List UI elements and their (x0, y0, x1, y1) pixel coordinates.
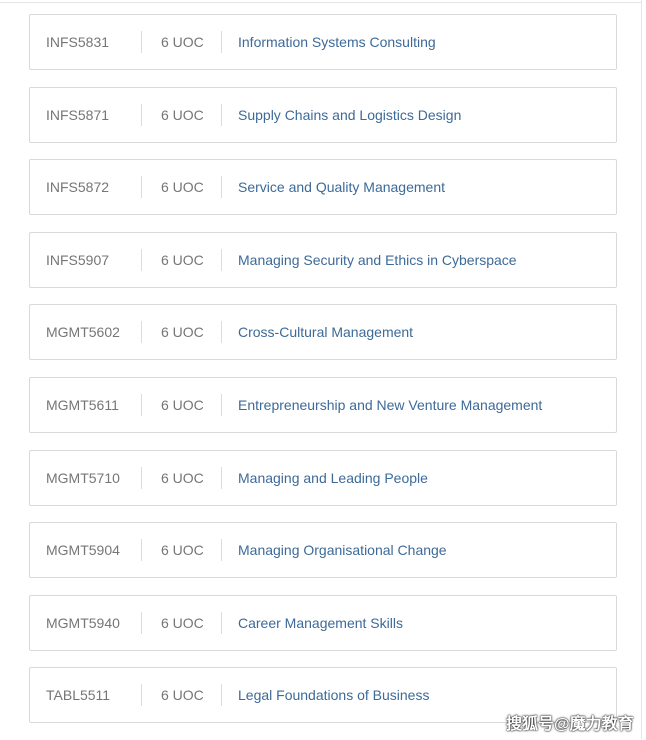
course-uoc: 6 UOC (161, 106, 204, 123)
course-card[interactable]: MGMT5710 6 UOC Managing and Leading Peop… (29, 449, 617, 506)
course-code: INFS5907 (46, 251, 110, 268)
divider (221, 321, 222, 344)
divider (221, 103, 222, 126)
course-title-link[interactable]: Managing Security and Ethics in Cyberspa… (238, 251, 517, 268)
course-code: MGMT5602 (46, 324, 120, 341)
course-code: TABL5511 (46, 687, 111, 704)
course-card[interactable]: INFS5907 6 UOC Managing Security and Eth… (29, 231, 617, 288)
course-title-link[interactable]: Cross-Cultural Management (238, 324, 414, 341)
course-uoc: 6 UOC (161, 324, 204, 341)
course-card[interactable]: MGMT5904 6 UOC Managing Organisational C… (29, 522, 617, 579)
right-divider (641, 0, 642, 739)
course-title-link[interactable]: Managing Organisational Change (238, 542, 447, 559)
course-uoc: 6 UOC (161, 614, 204, 631)
divider (221, 466, 222, 489)
watermark: 搜狐号@魔力教育 (506, 716, 634, 733)
divider (221, 684, 222, 707)
course-title-link[interactable]: Legal Foundations of Business (238, 687, 430, 704)
course-title-link[interactable]: Service and Quality Management (238, 179, 445, 196)
course-uoc: 6 UOC (161, 542, 204, 559)
course-card[interactable]: MGMT5940 6 UOC Career Management Skills (29, 594, 617, 651)
divider (141, 611, 142, 634)
divider (141, 31, 142, 53)
course-card[interactable]: INFS5872 6 UOC Service and Quality Manag… (29, 159, 617, 216)
course-card[interactable]: MGMT5602 6 UOC Cross-Cultural Management (29, 304, 617, 361)
course-uoc: 6 UOC (161, 396, 204, 413)
divider (141, 176, 142, 199)
divider (141, 539, 142, 562)
divider (141, 103, 142, 126)
divider (141, 466, 142, 489)
course-uoc: 6 UOC (161, 179, 204, 196)
course-title-link[interactable]: Entrepreneurship and New Venture Managem… (238, 396, 543, 413)
course-card[interactable]: TABL5511 6 UOC Legal Foundations of Busi… (29, 667, 617, 724)
divider (141, 248, 142, 271)
course-card[interactable]: MGMT5611 6 UOC Entrepreneurship and New … (29, 376, 617, 433)
course-code: MGMT5710 (46, 469, 120, 486)
course-code: INFS5872 (46, 179, 110, 196)
course-list: INFS5831 6 UOC Information Systems Consu… (29, 14, 617, 740)
course-uoc: 6 UOC (161, 251, 204, 268)
divider (221, 31, 222, 53)
course-code: MGMT5940 (46, 614, 120, 631)
course-code: MGMT5611 (46, 396, 119, 413)
divider (221, 393, 222, 416)
divider (221, 248, 222, 271)
divider (141, 684, 142, 707)
course-title-link[interactable]: Supply Chains and Logistics Design (238, 106, 462, 123)
course-code: INFS5871 (46, 106, 110, 123)
course-card[interactable]: INFS5831 6 UOC Information Systems Consu… (29, 14, 617, 70)
course-title-link[interactable]: Managing and Leading People (238, 469, 428, 486)
course-title-link[interactable]: Information Systems Consulting (238, 34, 436, 50)
course-uoc: 6 UOC (161, 687, 204, 704)
divider (221, 539, 222, 562)
course-card[interactable]: INFS5871 6 UOC Supply Chains and Logisti… (29, 86, 617, 143)
divider (141, 321, 142, 344)
course-title-link[interactable]: Career Management Skills (238, 614, 403, 631)
divider (221, 176, 222, 199)
course-code: MGMT5904 (46, 542, 120, 559)
course-uoc: 6 UOC (161, 34, 204, 50)
divider (141, 393, 142, 416)
course-code: INFS5831 (46, 34, 110, 50)
course-uoc: 6 UOC (161, 469, 204, 486)
divider (221, 611, 222, 634)
top-divider (0, 2, 642, 3)
